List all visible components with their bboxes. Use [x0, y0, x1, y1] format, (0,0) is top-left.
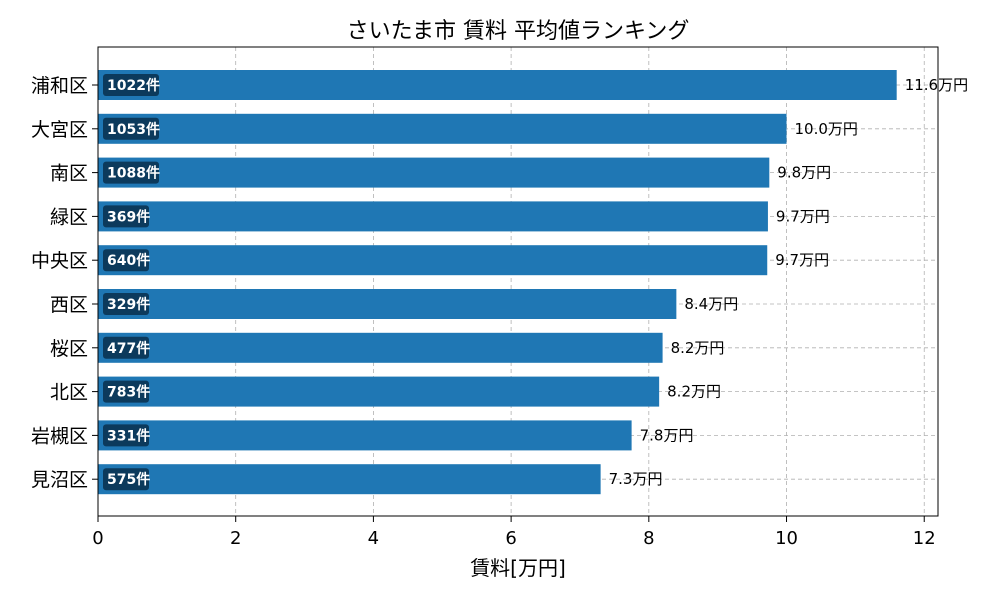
bar [98, 70, 897, 100]
count-label: 477件 [107, 340, 150, 357]
count-badge [103, 117, 159, 140]
y-tick-label: 南区 [50, 163, 88, 185]
x-tick-label: 2 [230, 528, 241, 549]
x-tick-label: 10 [775, 528, 798, 549]
count-label: 1088件 [107, 165, 160, 182]
y-tick-label: 桜区 [50, 338, 88, 360]
value-label: 9.7万円 [776, 207, 830, 225]
value-label: 9.7万円 [775, 251, 829, 269]
x-axis-label: 賃料[万円] [470, 556, 566, 580]
bar [98, 332, 663, 363]
bar [98, 420, 632, 451]
value-label: 9.8万円 [777, 164, 831, 182]
x-tick-label: 12 [913, 528, 936, 549]
y-tick-label: 大宮区 [31, 119, 88, 141]
x-tick-label: 8 [643, 528, 654, 549]
bar [98, 464, 601, 495]
plot-frame [97, 46, 939, 517]
bar [98, 201, 768, 232]
count-label: 329件 [107, 296, 150, 313]
count-label: 640件 [107, 252, 150, 269]
count-badge [103, 74, 159, 96]
x-tick-label: 4 [368, 528, 379, 549]
count-label: 1022件 [107, 77, 160, 94]
count-badge [103, 468, 149, 491]
count-badge [103, 205, 149, 228]
count-badge [103, 249, 149, 272]
value-label: 11.6万円 [905, 76, 968, 94]
y-tick-label: 西区 [50, 294, 88, 316]
value-label: 7.8万円 [640, 426, 694, 444]
count-badge [103, 293, 149, 315]
value-label: 8.2万円 [667, 383, 721, 401]
x-tick-labels: 0 2 4 6 8 10 12 [92, 516, 936, 549]
bar [98, 376, 660, 407]
y-tick-label: 緑区 [50, 206, 88, 228]
y-tick-label: 見沼区 [31, 469, 88, 491]
value-label: 8.2万円 [671, 339, 725, 357]
value-label: 10.0万円 [795, 120, 858, 138]
count-label: 369件 [107, 208, 150, 225]
count-badge [103, 380, 149, 403]
count-label: 783件 [107, 384, 150, 401]
bar [98, 157, 770, 188]
value-label: 8.4万円 [684, 295, 738, 313]
bar [98, 113, 787, 144]
y-tick-label: 浦和区 [31, 75, 88, 97]
bars: 1022件 11.6万円 1053件 10.0万円 1088件 9.8万円 369件 9.7万… [98, 70, 968, 495]
count-label: 575件 [107, 471, 150, 488]
count-label: 331件 [107, 427, 150, 444]
y-tick-label: 岩槻区 [31, 425, 88, 447]
count-badge [103, 336, 149, 359]
x-tick-label: 0 [92, 528, 103, 549]
y-tick-label: 中央区 [31, 250, 88, 272]
count-badge [103, 161, 159, 184]
count-badge [103, 424, 149, 447]
chart-title: さいたま市 賃料 平均値ランキング [347, 19, 690, 44]
bar [98, 289, 677, 319]
bar [98, 245, 768, 276]
count-label: 1053件 [107, 121, 160, 138]
value-label: 7.3万円 [609, 470, 663, 488]
y-tick-label: 北区 [50, 382, 88, 404]
x-tick-label: 6 [505, 528, 516, 549]
